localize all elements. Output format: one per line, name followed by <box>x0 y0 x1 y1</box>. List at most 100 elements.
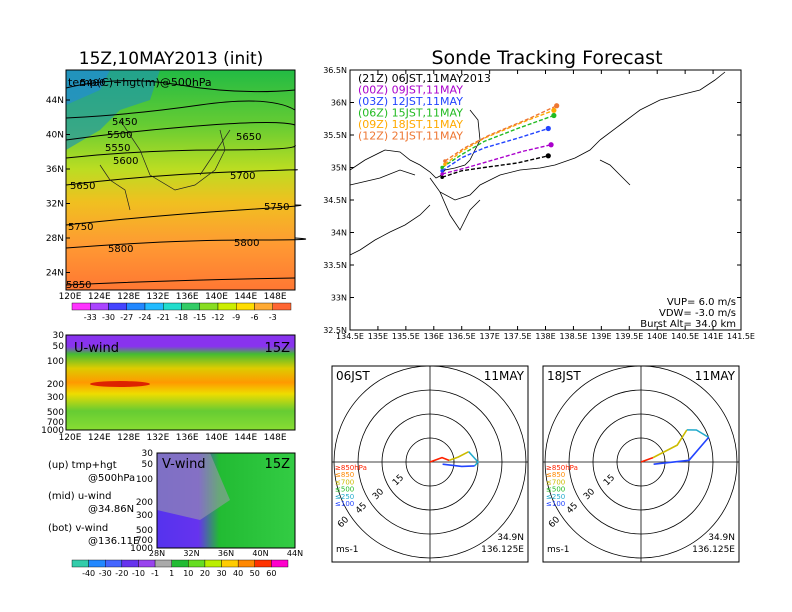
temp-scale-label: -24 <box>138 313 151 322</box>
track-params: VUP= 6.0 m/s VDW= -3.0 m/s Burst Alt= 34… <box>640 297 736 330</box>
track-legend-entry: (03Z) 12JST,11MAY <box>358 95 463 108</box>
left-lon-ticks: 120E 124E 128E 132E 136E 140E 144E 148E <box>59 292 287 302</box>
temp-color-swatch <box>217 302 237 311</box>
temp-scale-label: -30 <box>102 313 115 322</box>
contour-label: 5700 <box>230 171 255 182</box>
temp-scale-label: -6 <box>251 313 259 322</box>
vwind-frame <box>156 452 296 549</box>
wind-color-swatch <box>138 559 156 568</box>
uwind-time: 15Z <box>265 341 291 356</box>
vwind-lat-label: 28N <box>149 549 165 558</box>
uwind-jet-core <box>90 381 150 387</box>
wind-color-swatch <box>105 559 123 568</box>
temp-color-swatch <box>126 302 146 311</box>
hodo-pos-lon: 136.125E <box>481 545 524 555</box>
wind-color-swatch <box>221 559 239 568</box>
hodo-level-label: ≤700 <box>546 478 565 486</box>
track-lat-label: 33N <box>331 294 347 303</box>
uwind-p-label: 1000 <box>41 426 64 436</box>
uwind-lon-label: 136E <box>176 433 199 443</box>
temp-scale-label: -12 <box>211 313 224 322</box>
temp-color-swatch <box>163 302 182 311</box>
track-legend-entry: (21Z) 06JST,11MAY2013 <box>358 72 491 85</box>
uwind-lon-label: 148E <box>264 433 287 443</box>
track-lon-label: 138.5E <box>559 332 587 341</box>
track-line <box>441 155 549 178</box>
track-start-point <box>443 159 447 163</box>
uwind-label: U-wind <box>74 341 119 356</box>
track-lon-label: 136E <box>424 332 444 341</box>
vwind-lat-label: 40N <box>252 549 268 558</box>
track-start-point <box>440 168 444 173</box>
contour-label: 5850 <box>66 280 91 291</box>
hodo-pos-lat: 34.9N <box>497 533 524 543</box>
hodo-level-label: ≤250 <box>546 493 565 501</box>
track-line <box>444 109 555 165</box>
track-lon-label: 135E <box>368 332 388 341</box>
uwind-lon-label: 144E <box>234 433 257 443</box>
temp-scale-label: -18 <box>175 313 188 322</box>
temp-map <box>65 70 307 290</box>
uwind-p-label: 500 <box>47 408 64 418</box>
temp-scale-label: -3 <box>269 313 277 322</box>
wind-scale-label: -20 <box>115 569 128 578</box>
wind-scale-label: 60 <box>266 569 276 578</box>
wind-scale-label: 50 <box>250 569 260 578</box>
lon-tick-label: 120E <box>59 292 82 302</box>
temp-scale-label: -21 <box>157 313 170 322</box>
wind-colorbar: -40 -30 -20 -10 -1 1 10 20 30 40 50 60 <box>71 559 289 578</box>
track-lat-label: 33.5N <box>323 261 347 270</box>
temp-colorbar: -33 -30 -27 -24 -21 -18 -15 -12 -9 -6 -3 <box>71 302 292 322</box>
panel-legend-text: (up) tmp+hgt @500hPa (mid) u-wind @34.86… <box>48 460 139 547</box>
wind-color-swatch <box>71 559 89 568</box>
lon-tick-label: 144E <box>234 292 257 302</box>
vwind-time: 15Z <box>265 457 291 472</box>
wind-color-swatch <box>204 559 222 568</box>
track-lon-label: 140E <box>647 332 667 341</box>
uwind-p-label: 200 <box>47 380 64 390</box>
wind-color-swatch <box>188 559 206 568</box>
lat-tick-label: 24N <box>46 269 64 279</box>
uwind-p-label: 700 <box>47 418 64 428</box>
lon-tick-label: 140E <box>205 292 228 302</box>
temp-map-frame <box>65 69 296 291</box>
contour-label: 5450 <box>112 117 137 128</box>
wind-scale-label: 40 <box>233 569 243 578</box>
wind-color-swatch <box>271 559 289 568</box>
temp-scale-label: -15 <box>193 313 206 322</box>
wind-scale-label: -1 <box>151 569 159 578</box>
legend-bot-1: (bot) v-wind <box>48 523 108 534</box>
track-line <box>441 127 549 172</box>
legend-up-2: @500hPa <box>88 473 135 484</box>
uwind-p-label: 100 <box>47 357 64 367</box>
track-lat-label: 35.5N <box>323 131 347 140</box>
hodo-level-label: ≤100 <box>335 500 354 508</box>
track-frame <box>349 69 742 331</box>
lat-tick-label: 44N <box>46 96 64 106</box>
hodo-level-label: ≤500 <box>335 486 354 494</box>
uwind-lon-label: 132E <box>146 433 169 443</box>
track-lon-label: 138E <box>535 332 555 341</box>
lat-tick-label: 40N <box>46 131 64 141</box>
track-lat-ticks: 36.5N 36N 35.5N 35N 34.5N 34N 33.5N 33N 32.5N <box>323 66 741 335</box>
lat-tick-label: 32N <box>46 200 64 210</box>
hodo-trace <box>468 451 480 467</box>
track-start-point <box>440 172 444 176</box>
track-start-point <box>440 175 444 180</box>
hodo-trace <box>653 436 710 466</box>
vwind-p-label: 50 <box>142 460 154 470</box>
vwind-p-label: 30 <box>142 449 154 459</box>
hodo-trace <box>442 463 475 468</box>
wind-scale-label: 20 <box>200 569 210 578</box>
track-title: Sonde Tracking Forecast <box>431 47 662 69</box>
wind-color-swatch <box>88 559 106 568</box>
track-legend-entry: (00Z) 09JST,11MAY <box>358 84 463 97</box>
hodo-time: 18JST <box>547 369 581 383</box>
track-start-point <box>443 162 447 167</box>
track-lat-label: 32.5N <box>323 326 347 335</box>
track-end-point <box>548 142 554 148</box>
track-lon-label: 141.5E <box>727 332 755 341</box>
contour-label: 5750 <box>264 202 289 213</box>
